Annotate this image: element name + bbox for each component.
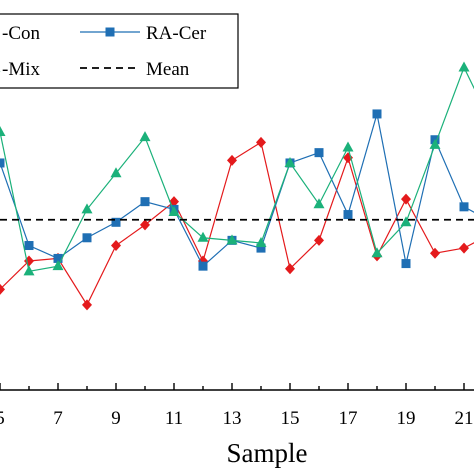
data-point — [401, 259, 411, 269]
data-point — [314, 148, 324, 158]
x-tick-label: 5 — [0, 408, 5, 429]
legend-item: -Mix — [0, 59, 41, 80]
series-line — [0, 65, 474, 273]
data-point — [140, 219, 150, 231]
data-point — [82, 299, 92, 311]
data-point — [372, 109, 382, 119]
data-point — [313, 198, 325, 209]
x-tick-label: 9 — [111, 408, 121, 429]
legend-label: Mean — [146, 59, 190, 80]
data-point — [342, 141, 354, 152]
data-point — [0, 126, 6, 136]
data-point — [168, 205, 180, 216]
series-1 — [0, 109, 474, 271]
data-point — [458, 61, 470, 72]
legend-marker — [0, 71, 1, 72]
legend-item: Mean — [80, 59, 190, 80]
data-point — [401, 193, 411, 205]
data-point — [139, 131, 151, 142]
legend-box — [0, 13, 239, 89]
data-point — [197, 231, 209, 242]
data-point — [256, 136, 266, 148]
data-point — [227, 154, 237, 166]
data-point — [459, 202, 469, 212]
x-axis-tick-labels: 5 7 9 11 13 15 17 19 21 — [0, 408, 474, 429]
data-point — [81, 203, 93, 214]
x-tick-label: 11 — [165, 408, 183, 429]
data-point — [226, 234, 238, 245]
legend-marker — [105, 27, 115, 37]
x-tick-label: 15 — [281, 408, 300, 429]
data-point — [198, 261, 208, 271]
series-line — [0, 113, 474, 268]
data-point — [24, 241, 34, 251]
legend-label: RA-Cer — [146, 23, 207, 44]
legend-item: -Con — [2, 23, 41, 44]
series-layer — [0, 61, 474, 311]
data-point — [284, 156, 296, 167]
legend: -Con RA-Cer -Mix Mean — [0, 13, 239, 89]
data-point — [82, 233, 92, 243]
x-tick-label: 7 — [53, 408, 63, 429]
plot-area: 5 7 9 11 13 15 17 19 21 Sample — [0, 61, 474, 468]
data-point — [0, 158, 5, 168]
x-tick-label: 19 — [397, 408, 416, 429]
data-point — [459, 242, 469, 254]
legend-label: -Mix — [2, 59, 41, 80]
data-point — [371, 247, 383, 258]
data-point — [285, 263, 295, 275]
data-point — [111, 217, 121, 227]
data-point — [430, 247, 440, 259]
data-point — [343, 210, 353, 220]
data-point — [255, 236, 267, 247]
legend-item: RA-Cer — [80, 23, 207, 44]
data-point — [0, 283, 5, 295]
x-tick-label: 17 — [339, 408, 358, 429]
legend-label: -Con — [2, 23, 41, 44]
x-axis-ticks — [0, 383, 465, 390]
data-point — [52, 260, 64, 271]
legend-items: -Con RA-Cer -Mix Mean — [0, 23, 207, 80]
x-tick-label: 13 — [223, 408, 242, 429]
data-point — [256, 243, 266, 253]
data-point — [53, 253, 63, 263]
data-point — [23, 265, 35, 276]
data-point — [111, 240, 121, 252]
x-tick-label: 21 — [455, 408, 474, 429]
series-2 — [0, 61, 474, 276]
data-point — [110, 167, 122, 178]
data-point — [429, 138, 441, 149]
data-point — [140, 197, 150, 207]
data-point — [314, 234, 324, 246]
x-axis-title: Sample — [227, 438, 308, 468]
data-point — [400, 216, 412, 227]
